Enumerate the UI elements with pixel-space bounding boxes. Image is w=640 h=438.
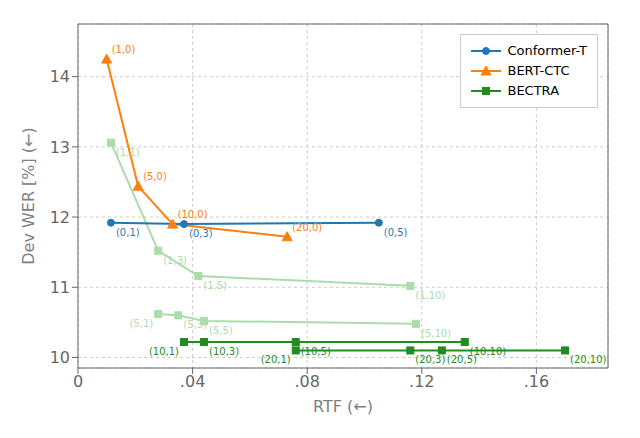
svg-text:12: 12 [50, 208, 70, 227]
svg-text:(20,3): (20,3) [415, 354, 445, 365]
svg-text:11: 11 [50, 278, 70, 297]
svg-text:(20,10): (20,10) [570, 354, 607, 365]
svg-text:(1,5): (1,5) [203, 280, 227, 291]
svg-text:0: 0 [73, 372, 83, 391]
svg-text:.12: .12 [409, 372, 434, 391]
svg-text:(5,5): (5,5) [209, 325, 233, 336]
svg-text:(1,10): (1,10) [415, 290, 445, 301]
html-text:BERT-CTC: BERT-CTC [507, 63, 570, 78]
svg-text:.04: .04 [180, 372, 205, 391]
svg-text:(20,0): (20,0) [292, 222, 322, 233]
html-text:Conformer-T: Conformer-T [507, 43, 587, 58]
svg-text:(5,3): (5,3) [183, 319, 207, 330]
svg-text:(20,1): (20,1) [261, 354, 291, 365]
svg-text:10: 10 [50, 348, 70, 367]
svg-text:14: 14 [50, 67, 70, 86]
svg-text:(1,0): (1,0) [112, 44, 136, 55]
svg-text:(20,5): (20,5) [446, 354, 477, 366]
svg-text:(10,1): (10,1) [149, 346, 179, 357]
svg-text:(10,5): (10,5) [301, 346, 331, 357]
svg-text:RTF (←): RTF (←) [313, 397, 373, 416]
svg-text:(10,0): (10,0) [178, 209, 208, 220]
svg-text:(0,5): (0,5) [384, 227, 408, 238]
svg-text:(5,1): (5,1) [129, 318, 153, 329]
svg-text:.16: .16 [524, 372, 549, 391]
html-text:BECTRA: BECTRA [507, 83, 559, 98]
svg-text:.08: .08 [294, 372, 319, 391]
svg-text:(0,1): (0,1) [116, 227, 140, 238]
svg-text:(10,3): (10,3) [209, 346, 239, 357]
svg-text:(5,0): (5,0) [143, 171, 167, 182]
svg-text:(1,1): (1,1) [116, 147, 140, 158]
svg-text:(10,10): (10,10) [470, 346, 507, 357]
svg-text:13: 13 [50, 138, 70, 157]
svg-text:(1,3): (1,3) [163, 255, 187, 266]
svg-text:(5,10): (5,10) [421, 328, 451, 339]
svg-text:Dev WER [%] (←): Dev WER [%] (←) [19, 127, 38, 265]
svg-text:(0,3): (0,3) [189, 228, 213, 239]
